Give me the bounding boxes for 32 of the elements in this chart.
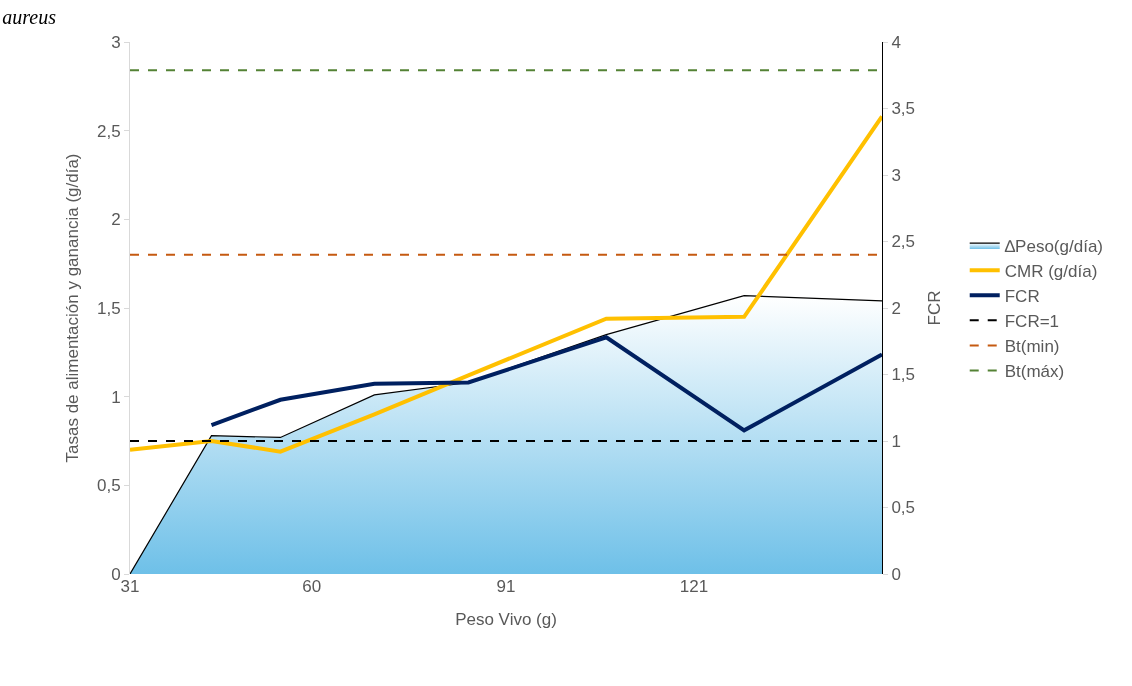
y-tick-label: 0: [111, 564, 121, 584]
x-tick-label: 91: [496, 577, 516, 596]
y2-tick-label: 2,5: [891, 232, 916, 252]
legend-label: ∆Peso(g/día): [1004, 236, 1103, 256]
x-tick-label: 60: [302, 577, 322, 596]
y-axis-title: Tasas de alimentación y ganancia (g/día): [62, 153, 82, 463]
y2-tick-label: 0: [891, 564, 901, 584]
y-tick-label: 0,5: [96, 476, 121, 496]
line-series: [209, 335, 882, 433]
y-tick-label: 1,5: [96, 298, 121, 318]
legend-label: FCR: [1004, 286, 1040, 306]
y-tick-label: 3: [111, 32, 121, 52]
y2-tick-label: 4: [891, 32, 901, 52]
y2-tick-label: 0,5: [891, 498, 916, 518]
x-tick-label: 121: [679, 577, 709, 596]
y2-tick-label: 1,5: [891, 365, 916, 385]
y2-tick-label: 3,5: [891, 99, 916, 119]
y2-tick-label: 1: [891, 431, 901, 451]
y-tick-label: 2,5: [96, 121, 121, 141]
y-tick-label: 1: [111, 387, 121, 407]
y2-tick-label: 3: [891, 165, 901, 185]
legend-label: FCR=1: [1004, 311, 1060, 331]
y2-tick-label: 2: [891, 298, 901, 318]
x-axis-title: Peso Vivo (g): [455, 610, 557, 630]
y-tick-label: 2: [111, 210, 121, 230]
legend-label: Bt(máx): [1004, 362, 1065, 382]
y2-axis-title: FCR: [925, 290, 945, 326]
legend-label: CMR (g/día): [1004, 261, 1098, 281]
line-series: [130, 114, 882, 454]
chart-title: aureus: [2, 6, 57, 29]
legend-label: Bt(min): [1004, 337, 1060, 357]
x-tick-label: 31: [120, 577, 140, 596]
